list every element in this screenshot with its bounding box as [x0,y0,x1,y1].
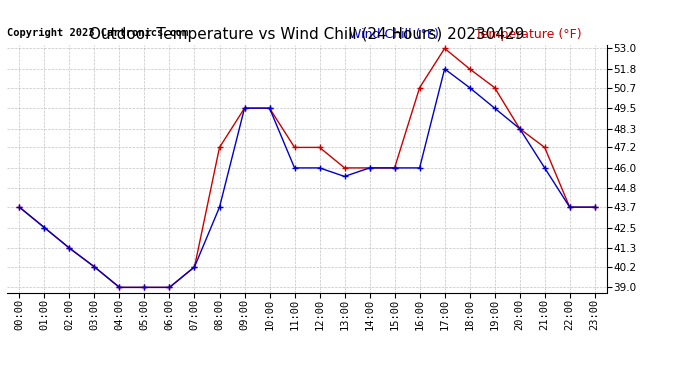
Temperature (°F) [66,246,74,250]
Wind Chill (°F) [315,166,324,170]
Line: Temperature (°F): Temperature (°F) [17,46,598,290]
Wind Chill (°F) [440,67,449,71]
Temperature (°F) [240,106,248,110]
Wind Chill (°F) [215,205,224,209]
Line: Wind Chill (°F): Wind Chill (°F) [17,66,598,290]
Temperature (°F) [266,106,274,110]
Wind Chill (°F) [391,166,399,170]
Temperature (°F) [440,46,449,51]
Temperature (°F) [340,166,348,170]
Temperature (°F) [115,285,124,290]
Wind Chill (°F) [240,106,248,110]
Temperature (°F) [466,67,474,71]
Temperature (°F) [215,145,224,150]
Temperature (°F) [591,205,599,209]
Temperature (°F) [366,166,374,170]
Wind Chill (°F) [66,246,74,250]
Text: Copyright 2023 Cartronics.com: Copyright 2023 Cartronics.com [7,28,188,38]
Temperature (°F) [40,225,48,230]
Temperature (°F) [140,285,148,290]
Temperature (°F) [415,86,424,90]
Wind Chill (°F) [540,166,549,170]
Wind Chill (°F) [591,205,599,209]
Temperature (°F) [90,265,99,269]
Wind Chill (°F) [115,285,124,290]
Wind Chill (°F) [515,126,524,131]
Temperature (°F) [515,126,524,131]
Wind Chill (°F) [290,166,299,170]
Wind Chill (°F) [166,285,174,290]
Temperature (°F) [190,265,199,269]
Temperature (°F) [15,205,23,209]
Wind Chill (°F) [340,174,348,178]
Title: Outdoor Temperature vs Wind Chill (24 Hours) 20230429: Outdoor Temperature vs Wind Chill (24 Ho… [90,27,524,42]
Temperature (°F) [290,145,299,150]
Text: Wind Chill (°F): Wind Chill (°F) [349,28,439,40]
Wind Chill (°F) [415,166,424,170]
Wind Chill (°F) [15,205,23,209]
Wind Chill (°F) [190,265,199,269]
Temperature (°F) [491,86,499,90]
Wind Chill (°F) [466,86,474,90]
Temperature (°F) [166,285,174,290]
Wind Chill (°F) [491,106,499,110]
Wind Chill (°F) [90,265,99,269]
Temperature (°F) [566,205,574,209]
Wind Chill (°F) [40,225,48,230]
Temperature (°F) [540,145,549,150]
Temperature (°F) [391,166,399,170]
Wind Chill (°F) [266,106,274,110]
Wind Chill (°F) [566,205,574,209]
Text: Temperature (°F): Temperature (°F) [475,28,582,40]
Wind Chill (°F) [366,166,374,170]
Temperature (°F) [315,145,324,150]
Wind Chill (°F) [140,285,148,290]
